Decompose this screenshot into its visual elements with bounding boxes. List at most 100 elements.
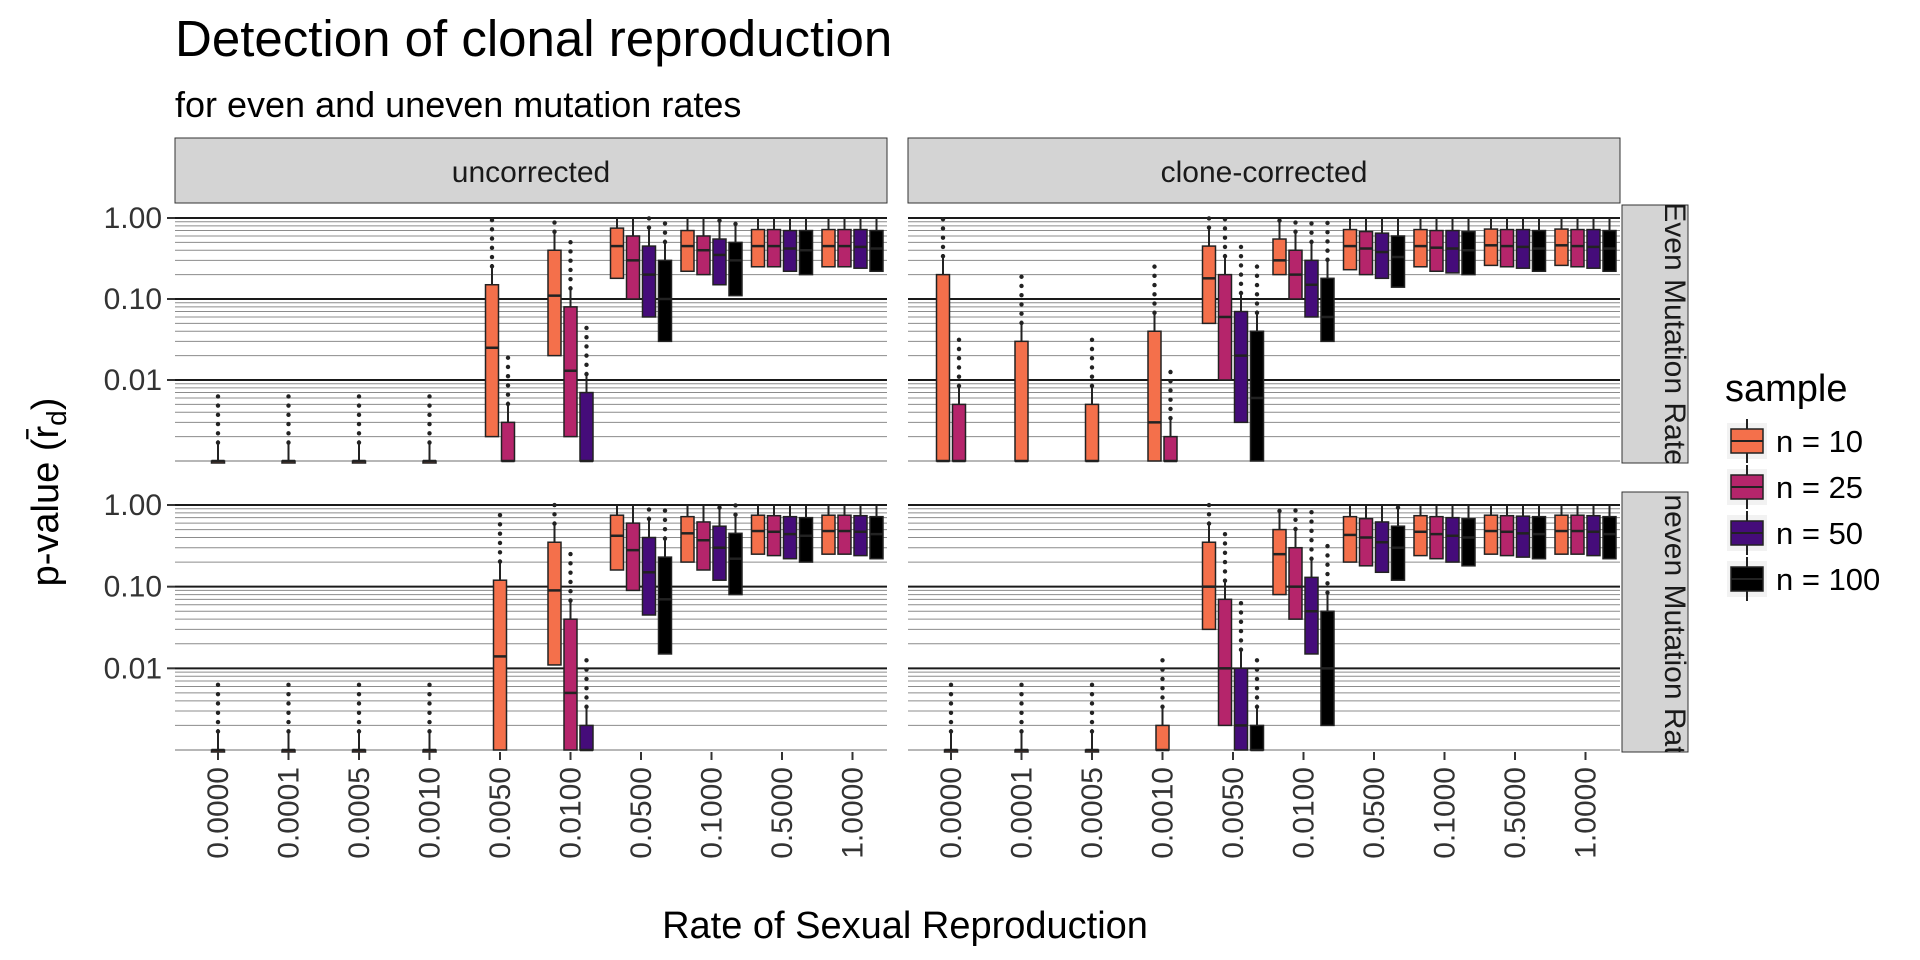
outlier-point: [1168, 415, 1173, 421]
outlier-point: [427, 691, 432, 697]
outlier-point: [497, 559, 503, 564]
outlier-point: [1206, 521, 1212, 526]
outlier-point: [1238, 619, 1244, 625]
outlier-point: [948, 729, 954, 734]
box-body: [837, 514, 852, 555]
outlier-point: [215, 431, 221, 436]
outlier-point: [427, 412, 432, 418]
outlier-point: [427, 440, 432, 445]
outlier-point: [356, 701, 362, 706]
outlier-point: [356, 691, 362, 697]
outlier-point: [427, 421, 432, 427]
outlier-point: [356, 403, 362, 408]
outlier-point: [1222, 217, 1228, 222]
box-body: [657, 259, 673, 343]
box-body: [951, 403, 967, 462]
outlier-point: [1152, 301, 1157, 306]
outlier-point: [286, 394, 291, 399]
box-body: [1358, 230, 1374, 276]
box-body: [625, 235, 641, 300]
outlier-point: [356, 729, 362, 734]
box-body: [1374, 232, 1390, 280]
x-tick-label: 0.0005: [1076, 767, 1109, 859]
outlier-point: [427, 394, 432, 399]
outlier-point: [552, 502, 557, 508]
outlier-point: [215, 682, 221, 688]
outlier-point: [286, 431, 291, 436]
y-axis: 1.00 0.10 0.01 1.00 0.10 0.01: [104, 202, 175, 685]
box-body: [1084, 403, 1100, 462]
outlier-point: [584, 371, 589, 377]
outlier-point: [717, 505, 722, 510]
outlier-point: [1238, 272, 1244, 277]
box-body: [1515, 515, 1531, 558]
outlier-point: [1277, 218, 1282, 223]
outlier-point: [1325, 543, 1330, 549]
y-tick-label: 0.10: [104, 571, 162, 604]
chart-subtitle: for even and uneven mutation rates: [175, 84, 741, 125]
outlier-point: [1019, 302, 1024, 307]
box-body: [1429, 229, 1444, 273]
box-body: [1515, 228, 1531, 269]
column-strip-label: uncorrected: [452, 156, 610, 189]
box-body: [1217, 273, 1233, 381]
outlier-point: [956, 383, 962, 389]
x-tick-label: 0.0050: [1217, 767, 1250, 859]
outlier-point: [286, 701, 291, 706]
box-body: [750, 228, 766, 268]
box-body: [728, 241, 743, 297]
outlier-point: [497, 540, 503, 546]
box-body: [1390, 525, 1406, 581]
outlier-point: [497, 522, 503, 527]
legend: sample n = 10 n = 25 n = 50 n = 100: [1725, 368, 1880, 601]
box-body: [657, 556, 673, 655]
outlier-point: [552, 512, 557, 517]
box-body: [1249, 330, 1265, 462]
outlier-point: [1254, 282, 1260, 288]
outlier-point: [1019, 710, 1024, 715]
box-body: [798, 516, 814, 563]
outlier-point: [584, 325, 589, 331]
outlier-point: [662, 508, 668, 513]
outlier-point: [215, 421, 221, 427]
outlier-point: [1152, 273, 1157, 279]
box-body: [1531, 229, 1547, 273]
outlier-point: [1254, 264, 1260, 269]
outlier-point: [584, 676, 589, 682]
outlier-point: [662, 536, 668, 541]
box-body: [1499, 514, 1515, 557]
box-body: [1155, 724, 1170, 751]
outlier-point: [568, 286, 573, 291]
outlier-point: [1160, 667, 1165, 672]
y-tick-label: 1.00: [104, 202, 162, 235]
box-body: [798, 229, 814, 276]
box-body: [1570, 514, 1585, 555]
outlier-point: [497, 531, 503, 536]
outlier-point: [584, 658, 589, 663]
outlier-point: [568, 561, 573, 566]
outlier-point: [215, 440, 221, 445]
outlier-point: [662, 221, 668, 226]
outlier-point: [1206, 216, 1212, 221]
outlier-point: [1254, 695, 1260, 700]
outlier-point: [948, 701, 954, 706]
outlier-point: [1325, 229, 1330, 235]
outlier-point: [662, 230, 668, 235]
outlier-point: [427, 431, 432, 436]
outlier-point: [1160, 685, 1165, 691]
outlier-point: [1293, 526, 1298, 532]
box-body: [1342, 515, 1358, 563]
box-body: [728, 532, 743, 596]
outlier-point: [1325, 220, 1330, 226]
outlier-point: [1160, 704, 1165, 710]
outlier-point: [1160, 695, 1165, 700]
outlier-point: [1019, 682, 1024, 688]
outlier-point: [940, 235, 946, 240]
box-body: [1445, 229, 1460, 274]
outlier-point: [215, 394, 221, 399]
outlier-point: [1089, 691, 1095, 697]
outlier-point: [1277, 508, 1282, 514]
box-body: [641, 536, 657, 616]
outlier-point: [584, 685, 589, 691]
box-body: [837, 228, 852, 268]
